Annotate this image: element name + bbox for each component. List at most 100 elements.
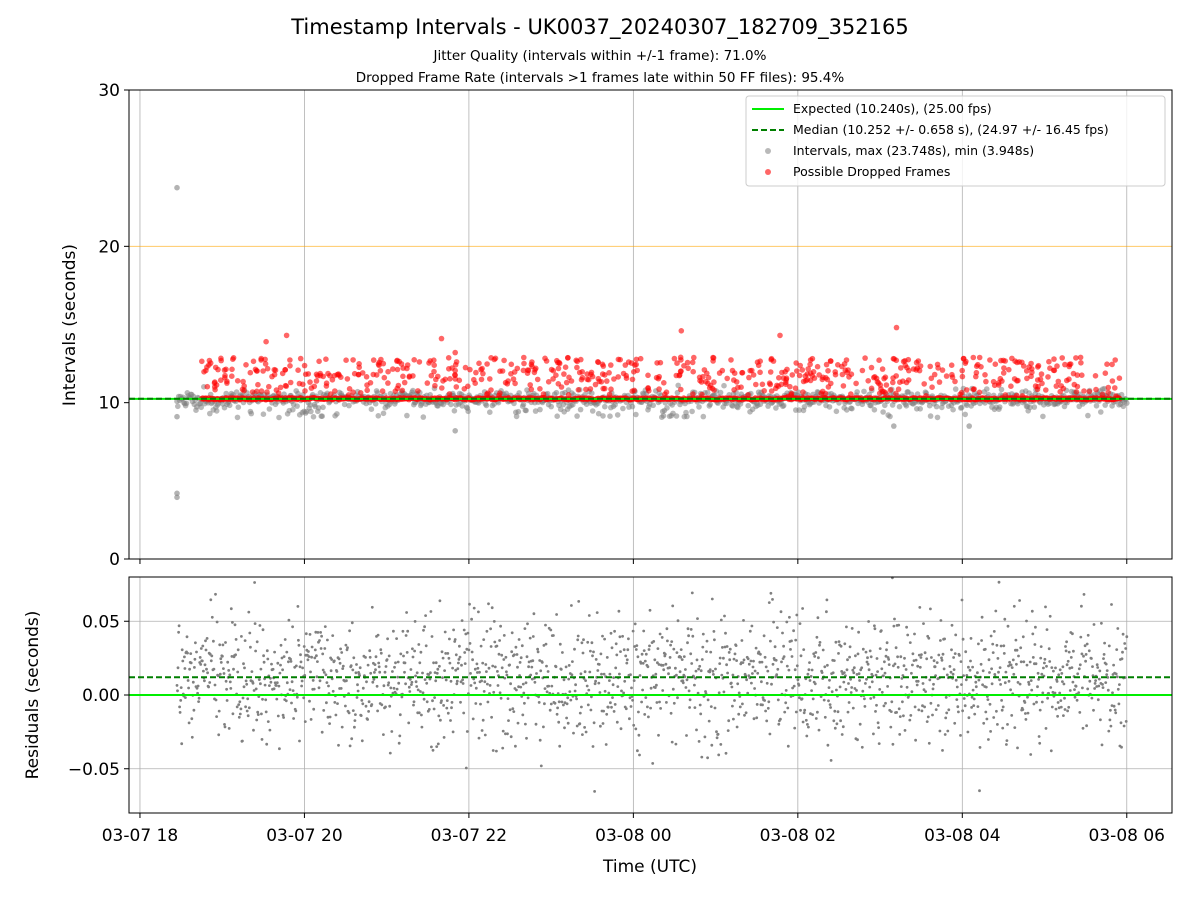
residual-point: [585, 684, 589, 688]
residual-point: [732, 657, 736, 661]
dropped-point: [595, 375, 602, 382]
residual-point: [384, 705, 387, 709]
residual-point: [984, 710, 988, 714]
residual-point: [1064, 649, 1068, 653]
residual-point: [244, 679, 248, 683]
residual-point: [533, 680, 537, 684]
dropped-point: [873, 375, 880, 382]
residual-point: [212, 639, 215, 643]
residual-point: [413, 649, 416, 653]
dropped-point: [512, 380, 518, 387]
residual-point: [276, 661, 280, 665]
residual-point: [600, 672, 603, 676]
dropped-point: [1051, 356, 1057, 362]
dropped-point: [1016, 359, 1022, 365]
residual-point: [954, 633, 958, 637]
residual-point: [1119, 721, 1123, 725]
residual-point: [665, 701, 668, 704]
residual-point: [887, 663, 891, 666]
residual-point: [557, 720, 561, 724]
residual-point: [977, 678, 981, 682]
residual-point: [206, 671, 210, 675]
residual-point: [735, 659, 738, 662]
interval-point: [1040, 413, 1046, 420]
residual-point: [420, 713, 423, 717]
residual-point: [799, 708, 802, 712]
residual-point: [694, 669, 698, 673]
residual-point: [815, 635, 819, 639]
residual-point: [842, 680, 846, 684]
dropped-point: [992, 361, 999, 368]
dropped-point: [746, 374, 752, 381]
dropped-point: [565, 355, 571, 361]
residual-point: [574, 683, 577, 687]
residual-point: [722, 656, 725, 660]
residual-point: [355, 663, 358, 666]
residual-point: [633, 645, 637, 648]
residual-point: [308, 633, 312, 636]
dropped-point: [814, 363, 821, 370]
interval-point: [515, 408, 522, 415]
residual-point: [956, 705, 960, 709]
residual-point: [717, 691, 721, 695]
residual-point: [537, 695, 540, 699]
residual-point: [834, 640, 838, 644]
residual-point: [760, 680, 763, 684]
residual-point: [387, 654, 391, 658]
residual-point: [527, 660, 531, 664]
interval-point: [174, 413, 180, 420]
dropped-point: [677, 354, 684, 361]
dropped-point: [843, 357, 850, 363]
residual-point: [487, 666, 491, 670]
residual-point: [790, 639, 793, 643]
residual-point: [967, 665, 970, 669]
dropped-point: [1006, 366, 1012, 373]
dropped-point: [1113, 393, 1119, 399]
dropped-point: [400, 373, 406, 380]
residual-point: [769, 639, 772, 643]
residual-point: [950, 648, 953, 652]
residual-point: [471, 717, 475, 721]
residual-point: [244, 705, 248, 709]
residual-point: [204, 648, 208, 652]
dropped-point: [206, 362, 212, 368]
dropped-point: [462, 364, 469, 371]
residual-point: [488, 684, 492, 687]
residual-point: [210, 654, 214, 658]
residual-point: [1029, 753, 1033, 756]
interval-point: [574, 413, 580, 419]
residual-point: [737, 691, 741, 695]
residual-point: [482, 690, 486, 693]
residual-point: [970, 695, 974, 699]
dropped-point: [868, 364, 875, 371]
residual-point: [548, 708, 552, 712]
residual-point: [1062, 682, 1066, 686]
dropped-point: [528, 361, 535, 368]
residual-point: [440, 650, 444, 654]
dropped-point: [898, 365, 904, 371]
residual-point: [872, 732, 875, 736]
residual-point: [559, 668, 563, 671]
dropped-point: [355, 371, 362, 378]
residual-point: [500, 666, 504, 670]
residual-point: [855, 673, 859, 676]
residual-point: [467, 648, 471, 652]
dropped-point: [923, 393, 929, 399]
residual-point: [843, 642, 847, 646]
dropped-point: [488, 355, 494, 361]
residual-point: [850, 627, 854, 630]
residual-point: [896, 655, 899, 659]
residual-point: [282, 716, 285, 719]
residual-point: [945, 711, 949, 715]
residual-point: [521, 713, 525, 717]
residual-point: [1093, 687, 1096, 690]
residual-point: [377, 665, 381, 669]
interval-point: [374, 390, 381, 396]
residual-point: [813, 655, 817, 658]
residual-point: [625, 661, 629, 665]
residual-point: [653, 686, 657, 689]
residual-point: [472, 606, 476, 610]
residual-point: [858, 679, 861, 682]
residual-point: [684, 686, 688, 689]
residual-point: [625, 658, 629, 662]
